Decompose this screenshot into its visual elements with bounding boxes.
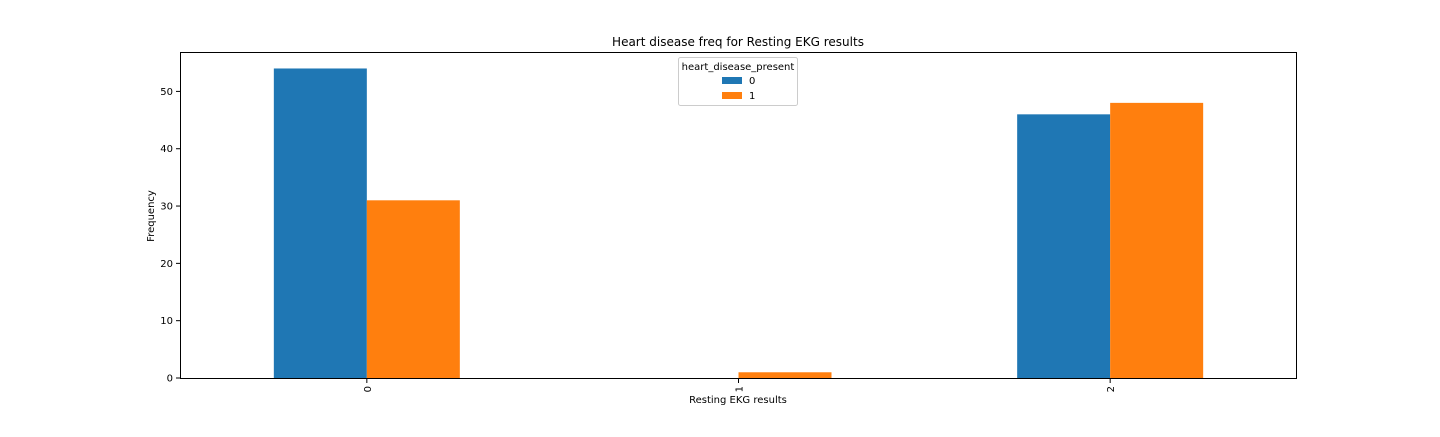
y-tick-label: 30 [160,202,173,213]
bar-series-0-category-2 [1017,114,1111,378]
y-tick-label: 10 [160,316,173,327]
x-axis-ticks: 0 1 2 [363,378,1117,392]
legend: heart_disease_present 0 1 [678,57,798,106]
y-tick-label: 20 [160,259,173,270]
chart-title: Heart disease freq for Resting EKG resul… [612,35,864,49]
legend-label-series-1: 1 [749,91,755,102]
y-tick-label: 40 [160,144,173,155]
bar-series-1-category-2 [1110,102,1204,378]
legend-swatch-series-1 [722,92,742,99]
bars-layer [273,68,1204,378]
bar-series-1-category-1 [738,372,832,378]
y-tick-label: 50 [160,87,173,98]
bar-series-0-category-0 [273,68,367,378]
x-tick-label: 0 [363,386,374,392]
legend-swatch-series-0 [722,77,742,84]
y-axis-label: Frequency [146,190,157,242]
legend-label-series-0: 0 [749,76,755,87]
bar-series-1-category-0 [366,200,460,378]
plot-frame [180,52,1297,379]
y-tick-label: 0 [167,374,173,385]
x-tick-label: 2 [1106,386,1117,392]
legend-title: heart_disease_present [682,62,795,73]
x-axis-label: Resting EKG results [689,395,787,406]
x-tick-label: 1 [735,386,746,392]
y-axis-ticks: 0 10 20 30 40 50 [160,87,181,385]
